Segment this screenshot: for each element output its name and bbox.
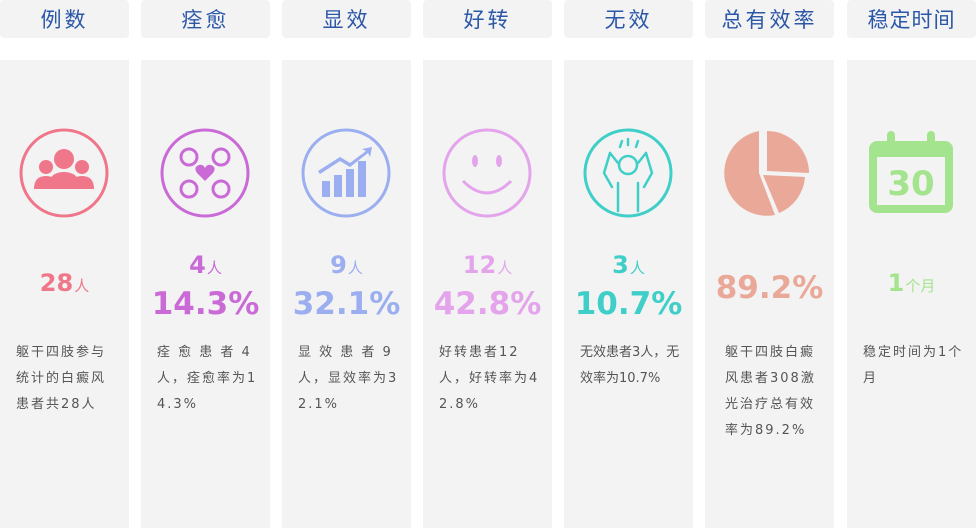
faces-heart-icon [159,127,251,219]
count-value: 28人 [0,268,129,301]
column-cases: 例数 28人 躯干四肢参与统计的白癜风患者共28人 [0,0,129,528]
header-cured: 痊愈 [141,0,270,38]
count-number: 3 [612,251,629,279]
count-unit: 人 [206,259,222,277]
description: 无效患者3人，无效率为10.7% [580,345,680,386]
calendar-icon: 30 [865,127,957,219]
column-effective: 显效 9人 32.1% 显 效 患 者 9 人，显效率为32.1% [282,0,411,528]
panel-cured [141,60,270,528]
description: 稳定时间为1个月 [863,345,964,386]
header-stable-time: 稳定时间 [847,0,976,38]
column-total-rate: 总有效率 89.2% 躯干四肢白癜风患者308激光治疗总有效率为89.2% [705,0,834,528]
count-value: 9人 [282,250,411,283]
column-cured: 痊愈 4人 14.3% 痊 愈 患 者 4 人，痊愈率为14.3% [141,0,270,528]
description: 痊 愈 患 者 4 人，痊愈率为14.3% [157,345,258,412]
count-unit: 人 [74,277,90,295]
count-number: 12 [462,251,497,279]
percent-value: 32.1% [292,286,401,322]
count-unit: 个月 [905,277,936,295]
people-group-icon [18,127,110,219]
count-value: 4人 [141,250,270,283]
count-unit: 人 [347,259,363,277]
description: 躯干四肢白癜风患者308激光治疗总有效率为89.2% [725,345,816,438]
count-value: 1个月 [847,268,976,301]
frustrated-person-icon [582,127,674,219]
panel-stable-time [847,60,976,528]
header-total-rate: 总有效率 [705,0,834,38]
header-effective: 显效 [282,0,411,38]
count-unit: 人 [629,259,645,277]
description: 显 效 患 者 9 人，显效率为32.1% [298,345,399,412]
panel-effective [282,60,411,528]
header-improved: 好转 [423,0,552,38]
percent-value: 10.7% [574,286,683,322]
count-number: 1 [887,269,905,297]
description: 好转患者12人，好转率为42.8% [439,345,540,412]
count-number: 28 [39,269,74,297]
column-ineffective: 无效 3人 10.7% 无效患者3人，无效率为10.7% [564,0,693,528]
count-unit: 人 [497,259,513,277]
percent-value: 42.8% [433,286,542,322]
count-value: 12人 [423,250,552,283]
count-number: 4 [189,251,206,279]
count-value: 3人 [564,250,693,283]
header-ineffective: 无效 [564,0,693,38]
column-improved: 好转 12人 42.8% 好转患者12人，好转率为42.8% [423,0,552,528]
description: 躯干四肢参与统计的白癜风患者共28人 [16,345,107,412]
header-cases: 例数 [0,0,129,38]
percent-value: 14.3% [151,286,260,322]
panel-cases [0,60,129,528]
percent-value: 89.2% [715,270,824,306]
smiley-face-icon [441,127,533,219]
column-stable-time: 稳定时间 30 1个月 稳定时间为1个月 [847,0,976,528]
calendar-day-number: 30 [887,164,934,204]
count-number: 9 [330,251,347,279]
panel-improved [423,60,552,528]
pie-chart-icon [723,127,815,219]
rising-bar-chart-icon [300,127,392,219]
